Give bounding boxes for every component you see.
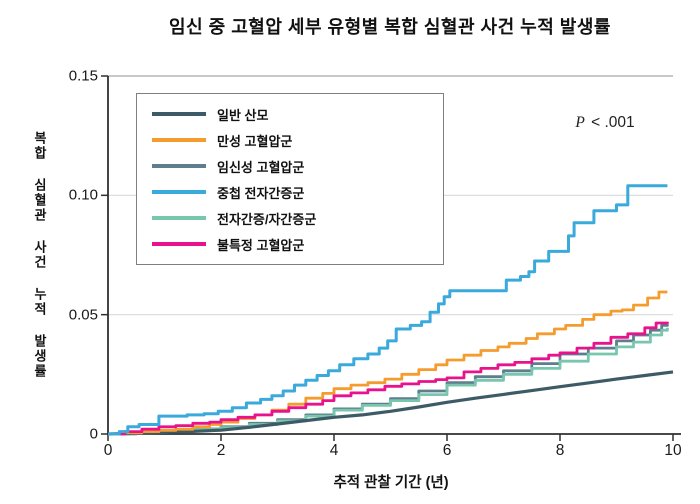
x-tick-label: 2: [216, 442, 226, 459]
x-tick-label: 8: [555, 442, 565, 459]
legend-line-swatch: [152, 112, 206, 116]
x-tick-label: 4: [329, 442, 339, 459]
legend-label: 임신성 고혈압군: [217, 159, 305, 175]
legend-line-swatch: [152, 242, 206, 246]
y-tick-label: 0.10: [68, 186, 98, 204]
y-tick-label: 0.05: [68, 306, 98, 324]
y-axis-title: 복합 심혈관 사건 누적 발생률: [32, 131, 47, 379]
legend-label: 중첩 전자간증군: [217, 185, 305, 201]
chart-title: 임신 중 고혈압 세부 유형별 복합 심혈관 사건 누적 발생률: [169, 17, 611, 37]
series-curve: [108, 184, 668, 436]
legend-label: 일반 산모: [217, 107, 269, 123]
legend-item: 불특정 고혈압군: [137, 231, 443, 257]
legend-label: 전자간증/자간증군: [217, 211, 317, 227]
legend-item: 일반 산모: [137, 101, 443, 127]
legend-line-swatch: [152, 216, 206, 220]
y-tick-label: 0: [89, 425, 98, 443]
series-curve: [108, 290, 668, 436]
x-axis-title: 추적 관찰 기간 (년): [333, 475, 449, 491]
legend-line-swatch: [152, 190, 206, 194]
legend-item: 중첩 전자간증군: [137, 179, 443, 205]
legend-item: 만성 고혈압군: [137, 127, 443, 153]
p-value-annotation: P < .001: [540, 114, 670, 132]
y-tick-label: 0.15: [68, 67, 98, 85]
legend-line-swatch: [152, 164, 206, 168]
legend-label: 불특정 고혈압군: [217, 237, 305, 253]
legend-line-swatch: [152, 138, 206, 142]
p-value-text: < .001: [586, 114, 635, 131]
series-curve: [107, 370, 674, 436]
x-tick-label: 0: [103, 442, 113, 459]
series-curve: [108, 321, 669, 436]
legend-label: 만성 고혈압군: [217, 133, 293, 149]
x-tick-label: 10: [664, 442, 682, 459]
p-value-symbol: P: [575, 114, 585, 131]
legend-item: 임신성 고혈압군: [137, 153, 443, 179]
legend-item: 전자간증/자간증군: [137, 205, 443, 231]
x-tick-label: 6: [442, 442, 452, 459]
